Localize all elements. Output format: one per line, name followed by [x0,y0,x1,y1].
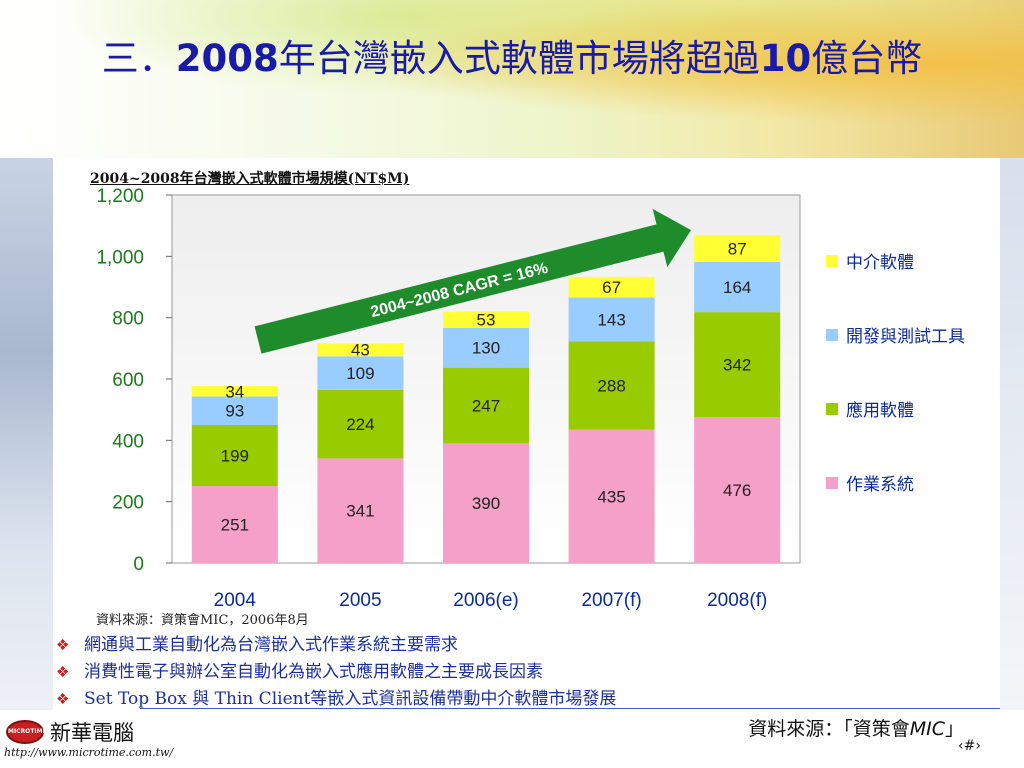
legend-label: 中介軟體 [846,253,914,273]
legend-swatch-os [826,477,838,489]
bar-segment [317,389,404,459]
y-tick-label: 800 [112,309,144,330]
x-category-label: 2006(e) [453,590,519,611]
bullet-text: 消費性電子與辦公室自動化為嵌入式應用軟體之主要成長因素 [84,662,543,682]
footer-source: 資料來源：「資策會MIC」 [748,714,964,741]
title-year: 2008 [175,37,279,80]
bar-segment [694,235,781,262]
bar-segment [568,429,655,563]
bar-segment [191,486,278,563]
y-tick-label: 600 [112,370,144,391]
right-decor-panel [1000,158,1024,710]
footer-source-prefix: 資料來源：「資策會 [748,718,910,740]
y-tick-label: 1,200 [96,186,144,207]
legend-label: 開發與測試工具 [846,327,965,347]
bar-segment [191,386,278,397]
bar-segment [443,367,529,444]
bar-segment [191,425,278,487]
bar-value-label: 247 [472,397,500,416]
cagr-arrow-shape [254,208,692,354]
page-number: ‹#› [958,738,981,754]
diamond-bullet-icon: ❖ [56,690,70,708]
bar-value-label: 341 [346,502,374,521]
bar-segment [694,261,781,313]
logo-company-name: 新華電腦 [50,721,134,745]
bar-segment [191,396,278,425]
microtime-logo-icon: MICROTIME [6,720,47,744]
title-prefix: 三． [101,37,176,80]
legend-item-app-software: 應用軟體 [826,396,914,421]
footer-source-org: MIC [909,718,945,740]
bar-value-label: 435 [597,487,625,506]
legend-item-dev-tools: 開發與測試工具 [826,322,965,347]
bar-value-label: 93 [225,402,244,421]
bar-segment [694,312,781,418]
title-mid: 年台灣嵌入式軟體市場將超過 [278,37,760,80]
bar-segment [317,458,404,563]
legend-item-middleware: 中介軟體 [826,248,914,273]
bar-value-label: 34 [225,382,244,401]
title-suffix: 億台幣 [811,37,923,80]
bar-segment [568,297,655,342]
bar-value-label: 53 [477,311,496,330]
left-decor-panel [0,158,53,710]
bullet-text: Set Top Box 與 Thin Client等嵌入式資訊設備帶動中介軟體市… [84,689,617,709]
logo-url: http://www.microtime.com.tw/ [4,746,174,759]
bar-value-label: 67 [602,278,621,297]
bar-value-label: 288 [597,376,625,395]
bar-segment [317,343,404,357]
bar-value-label: 87 [728,240,747,259]
bar-segment [568,276,655,298]
footer-source-suffix: 」 [944,718,964,740]
legend-swatch-app-software [826,403,838,415]
bar-segment [443,327,529,368]
bar-value-label: 164 [723,278,751,297]
bar-segment [443,311,529,328]
bar-value-label: 251 [221,516,249,535]
bullet-text: 網通與工業自動化為台灣嵌入式作業系統主要需求 [84,635,458,655]
legend-label: 應用軟體 [846,401,914,421]
legend-swatch-middleware [826,255,838,267]
x-category-label: 2005 [339,590,381,611]
footer-divider [140,708,1000,709]
bar-segment [317,356,404,390]
diamond-bullet-icon: ❖ [56,636,70,654]
bar-value-label: 390 [472,494,500,513]
x-category-label: 2004 [214,590,257,611]
legend-label: 作業系統 [846,475,914,495]
title-banner [0,0,1024,158]
bar-segment [568,341,655,430]
bullet-item: ❖ Set Top Box 與 Thin Client等嵌入式資訊設備帶動中介軟體… [56,684,617,709]
bar-value-label: 143 [597,310,625,329]
company-logo: MICROTIME 新華電腦 http://www.microtime.com.… [4,716,204,764]
slide-title: 三．2008年台灣嵌入式軟體市場將超過10億台幣 [30,34,994,84]
y-tick-label: 0 [133,554,144,575]
bar-value-label: 43 [351,341,370,360]
bullet-item: ❖ 消費性電子與辦公室自動化為嵌入式應用軟體之主要成長因素 [56,657,543,682]
x-category-label: 2008(f) [707,590,767,611]
y-tick-label: 200 [112,493,144,514]
x-category-label: 2007(f) [581,590,641,611]
bar-value-label: 109 [346,364,374,383]
diamond-bullet-icon: ❖ [56,663,70,681]
title-num: 10 [759,37,812,80]
chart-source-note: 資料來源：資策會MIC，2006年8月 [96,613,309,628]
bar-segment [694,417,781,563]
bar-value-label: 476 [723,481,751,500]
y-tick-label: 1,000 [96,247,144,268]
legend-item-os: 作業系統 [826,470,914,495]
chart-title: 2004~2008年台灣嵌入式軟體市場規模(NT$M) [90,171,410,187]
bar-value-label: 130 [472,339,500,358]
bar-value-label: 342 [723,356,751,375]
bar-segment [443,443,529,563]
bar-value-label: 199 [221,447,249,466]
legend-swatch-dev-tools [826,329,838,341]
y-tick-label: 400 [112,431,144,452]
bullet-item: ❖ 網通與工業自動化為台灣嵌入式作業系統主要需求 [56,630,458,655]
bar-value-label: 224 [346,415,374,434]
